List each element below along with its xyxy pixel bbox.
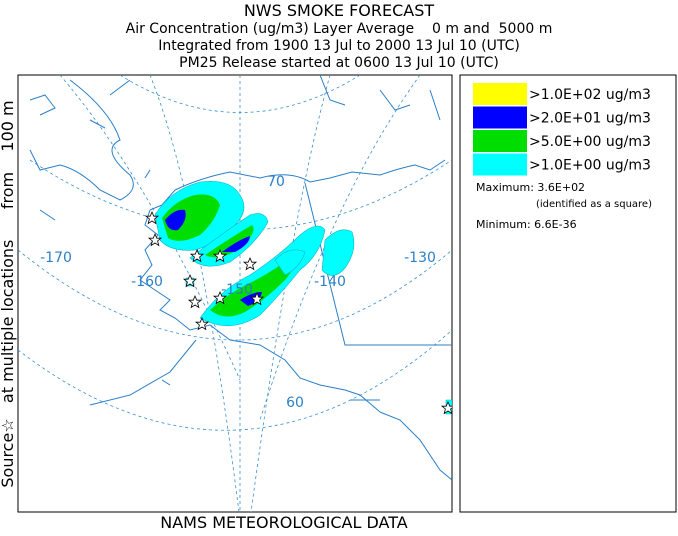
map-label: -170 [40, 250, 72, 266]
legend-swatch [473, 83, 527, 105]
minimum: Minimum: 6.6E-36 [476, 218, 577, 231]
legend-swatch [473, 106, 527, 129]
legend-label: >2.0E+01 ug/m3 [529, 111, 651, 127]
legend-label: >1.0E+00 ug/m3 [529, 158, 651, 174]
subtitle: Air Concentration (ug/m3) Layer Average … [126, 21, 553, 37]
footer: NAMS METEOROLOGICAL DATA [160, 513, 408, 532]
legend-label: >1.0E+02 ug/m3 [529, 87, 651, 103]
map-label: 70 [267, 174, 285, 190]
map-label: -140 [314, 274, 346, 290]
legend-swatch [473, 153, 527, 176]
maximum-note: (identified as a square) [536, 199, 652, 210]
map-label: 60 [286, 395, 304, 411]
smoke [154, 181, 452, 415]
legend-swatch [473, 130, 527, 152]
title: NWS SMOKE FORECAST [244, 1, 435, 20]
subtitle: PM25 Release started at 0600 13 Jul 10 (… [179, 55, 499, 71]
map-label: -130 [404, 250, 436, 266]
subtitle: Integrated from 1900 13 Jul to 2000 13 J… [158, 38, 520, 54]
side-label: Source☆ at multiple locations from 100 m [0, 100, 17, 487]
map-label: -150 [221, 282, 253, 298]
maximum: Maximum: 3.6E+02 [476, 181, 585, 194]
legend-label: >5.0E+00 ug/m3 [529, 134, 651, 150]
legend: Maximum: 3.6E+02 (identified as a square… [459, 74, 677, 513]
map-label: -160 [131, 274, 163, 290]
map: -170 -160 -150 -140 -130 70 60 [17, 74, 453, 513]
sources [144, 210, 452, 415]
